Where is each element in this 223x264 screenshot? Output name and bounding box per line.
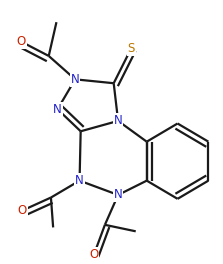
Text: N: N [71, 73, 80, 86]
Text: S: S [128, 42, 135, 55]
Text: N: N [75, 174, 84, 187]
Text: N: N [53, 103, 62, 116]
Text: O: O [17, 35, 26, 48]
Text: O: O [18, 204, 27, 217]
Text: O: O [89, 248, 99, 261]
Text: N: N [114, 114, 122, 128]
Text: N: N [114, 188, 122, 201]
